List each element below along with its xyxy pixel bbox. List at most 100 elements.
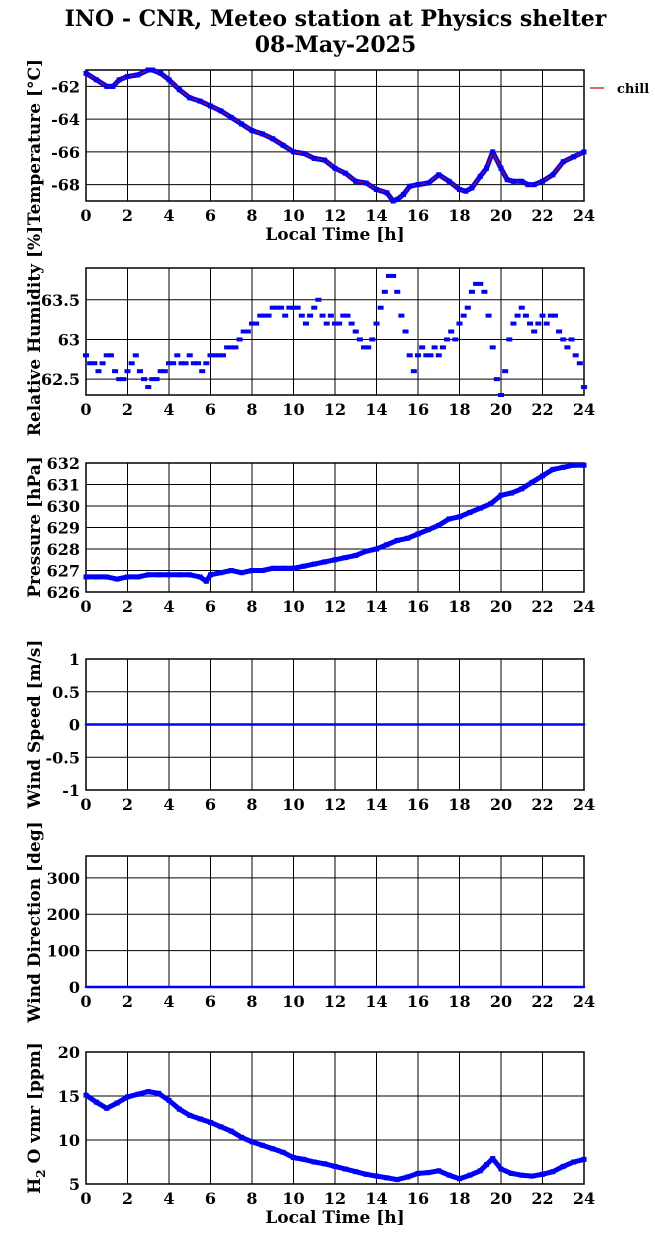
x-tick-label: 18 [448, 1189, 470, 1208]
data-point [384, 1175, 390, 1181]
data-point [485, 313, 492, 318]
x-tick-label: 10 [282, 400, 304, 419]
x-tick-label: 14 [365, 206, 387, 225]
data-point [464, 305, 471, 310]
data-point [240, 329, 247, 334]
data-point [352, 329, 359, 334]
x-tick-label: 16 [407, 992, 429, 1011]
data-point [415, 353, 421, 358]
y-axis-label: Wind Direction [deg] [25, 821, 45, 1023]
legend: chill [590, 82, 649, 97]
x-tick-label: 2 [122, 206, 133, 225]
x-tick-label: 10 [282, 1189, 304, 1208]
y-tick-label: 15 [58, 1087, 80, 1106]
data-point [394, 1177, 400, 1183]
y-axis-label: Relative Humidity [%] [25, 226, 45, 436]
y-tick-label: -68 [51, 176, 80, 195]
data-point [498, 492, 504, 498]
data-point [218, 108, 224, 114]
data-point [394, 537, 400, 543]
data-point [156, 572, 162, 578]
x-tick-label: 24 [573, 1189, 595, 1208]
data-point [311, 155, 317, 161]
y-tick-label: 63 [58, 330, 80, 349]
data-point [95, 369, 102, 374]
data-point [519, 178, 525, 184]
data-point [149, 67, 155, 73]
data-point [132, 353, 139, 358]
data-point [560, 1163, 566, 1169]
data-point [104, 1105, 110, 1111]
data-point [332, 165, 338, 171]
data-point [439, 345, 446, 350]
data-point [265, 313, 272, 318]
data-point [363, 1171, 369, 1177]
data-point [110, 83, 116, 89]
data-point [581, 149, 587, 155]
x-tick-label: 4 [163, 1189, 174, 1208]
data-point [270, 1146, 276, 1152]
data-point [322, 559, 328, 565]
data-point [342, 1166, 348, 1172]
data-point [83, 1092, 89, 1098]
data-point [83, 353, 89, 358]
x-tick-label: 8 [246, 400, 257, 419]
data-point [249, 568, 255, 573]
data-point [125, 1094, 130, 1100]
x-tick-label: 18 [448, 795, 470, 814]
data-point [514, 313, 521, 318]
data-point [444, 337, 451, 342]
x-tick-label: 18 [448, 400, 470, 419]
data-point [301, 151, 307, 157]
x-tick-label: 10 [282, 597, 304, 616]
data-point [269, 305, 276, 310]
x-tick-label: 4 [163, 597, 174, 616]
data-point [539, 313, 546, 318]
x-tick-label: 20 [490, 597, 512, 616]
data-point [145, 572, 151, 578]
data-point [145, 385, 152, 390]
data-point [402, 329, 409, 334]
x-tick-label: 2 [122, 400, 133, 419]
data-point [323, 321, 330, 326]
data-point [166, 572, 172, 578]
x-tick-label: 2 [122, 1189, 133, 1208]
data-point [448, 329, 455, 334]
data-point [493, 377, 500, 382]
data-point [342, 555, 348, 561]
data-point [141, 377, 148, 382]
data-point [410, 369, 417, 374]
data-point [498, 393, 504, 397]
x-tick-label: 0 [80, 795, 91, 814]
data-point [504, 177, 510, 183]
data-point [571, 154, 577, 160]
data-point [510, 178, 516, 184]
data-point [550, 1169, 556, 1175]
y-axis-label: H2 O vmr [ppm] [25, 1042, 48, 1194]
data-point [116, 77, 122, 83]
data-point [239, 121, 245, 127]
data-point [469, 185, 475, 191]
x-tick-label: 20 [490, 206, 512, 225]
data-point [390, 198, 396, 204]
y-tick-label: 627 [47, 562, 80, 581]
data-point [207, 353, 214, 358]
data-point [415, 182, 421, 188]
y-tick-label: 100 [47, 942, 80, 961]
data-point [490, 149, 496, 155]
x-tick-label: 22 [531, 400, 553, 419]
data-point [550, 172, 556, 178]
data-point [581, 1156, 587, 1162]
data-point [332, 557, 338, 563]
y-tick-label: 630 [47, 497, 80, 516]
x-tick-label: 6 [205, 795, 216, 814]
data-point [456, 321, 463, 326]
data-point [232, 345, 239, 350]
x-tick-label: 20 [490, 992, 512, 1011]
data-point [87, 361, 94, 366]
data-point [427, 353, 434, 358]
x-tick-label: 10 [282, 992, 304, 1011]
data-point [259, 1142, 265, 1148]
data-point [311, 561, 317, 567]
